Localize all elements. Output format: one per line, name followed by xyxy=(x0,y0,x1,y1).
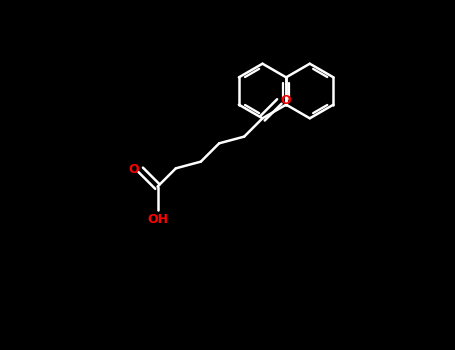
Text: O: O xyxy=(128,163,139,176)
Text: OH: OH xyxy=(147,213,168,226)
Text: O: O xyxy=(281,94,291,107)
